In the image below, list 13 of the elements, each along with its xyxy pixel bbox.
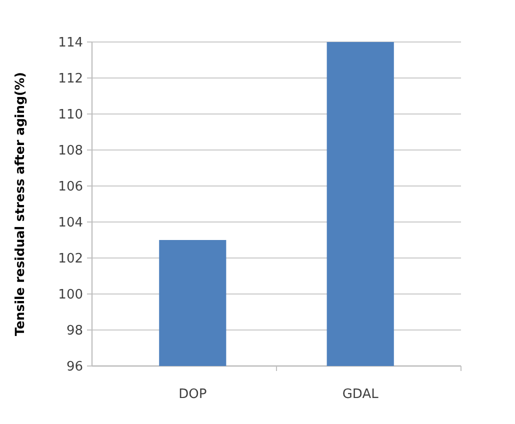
y-tick-label: 108 [58, 144, 83, 159]
y-tick-label: 110 [58, 108, 83, 123]
y-tick-label: 112 [58, 72, 83, 87]
y-tick-label: 96 [66, 360, 83, 375]
y-tick-label: 104 [58, 216, 83, 231]
y-tick-label: 106 [58, 180, 83, 195]
y-tick-label: 102 [58, 252, 83, 267]
x-tick-label: DOP [178, 387, 207, 402]
y-axis-title: Tensile residual stress after aging(%) [12, 72, 27, 336]
y-tick-label: 98 [66, 324, 83, 339]
y-tick-label: 114 [58, 36, 83, 51]
y-tick-label: 100 [58, 288, 83, 303]
x-tick-label: GDAL [342, 387, 380, 402]
